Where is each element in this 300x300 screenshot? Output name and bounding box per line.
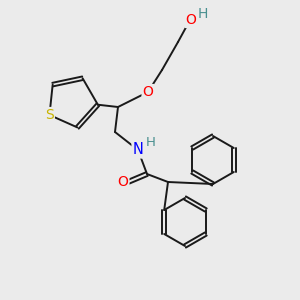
Text: O: O [118,175,128,189]
Text: H: H [198,7,208,21]
Text: N: N [133,142,143,158]
Text: H: H [146,136,156,148]
Text: O: O [142,85,153,99]
Text: O: O [186,13,196,27]
Text: S: S [45,108,54,122]
